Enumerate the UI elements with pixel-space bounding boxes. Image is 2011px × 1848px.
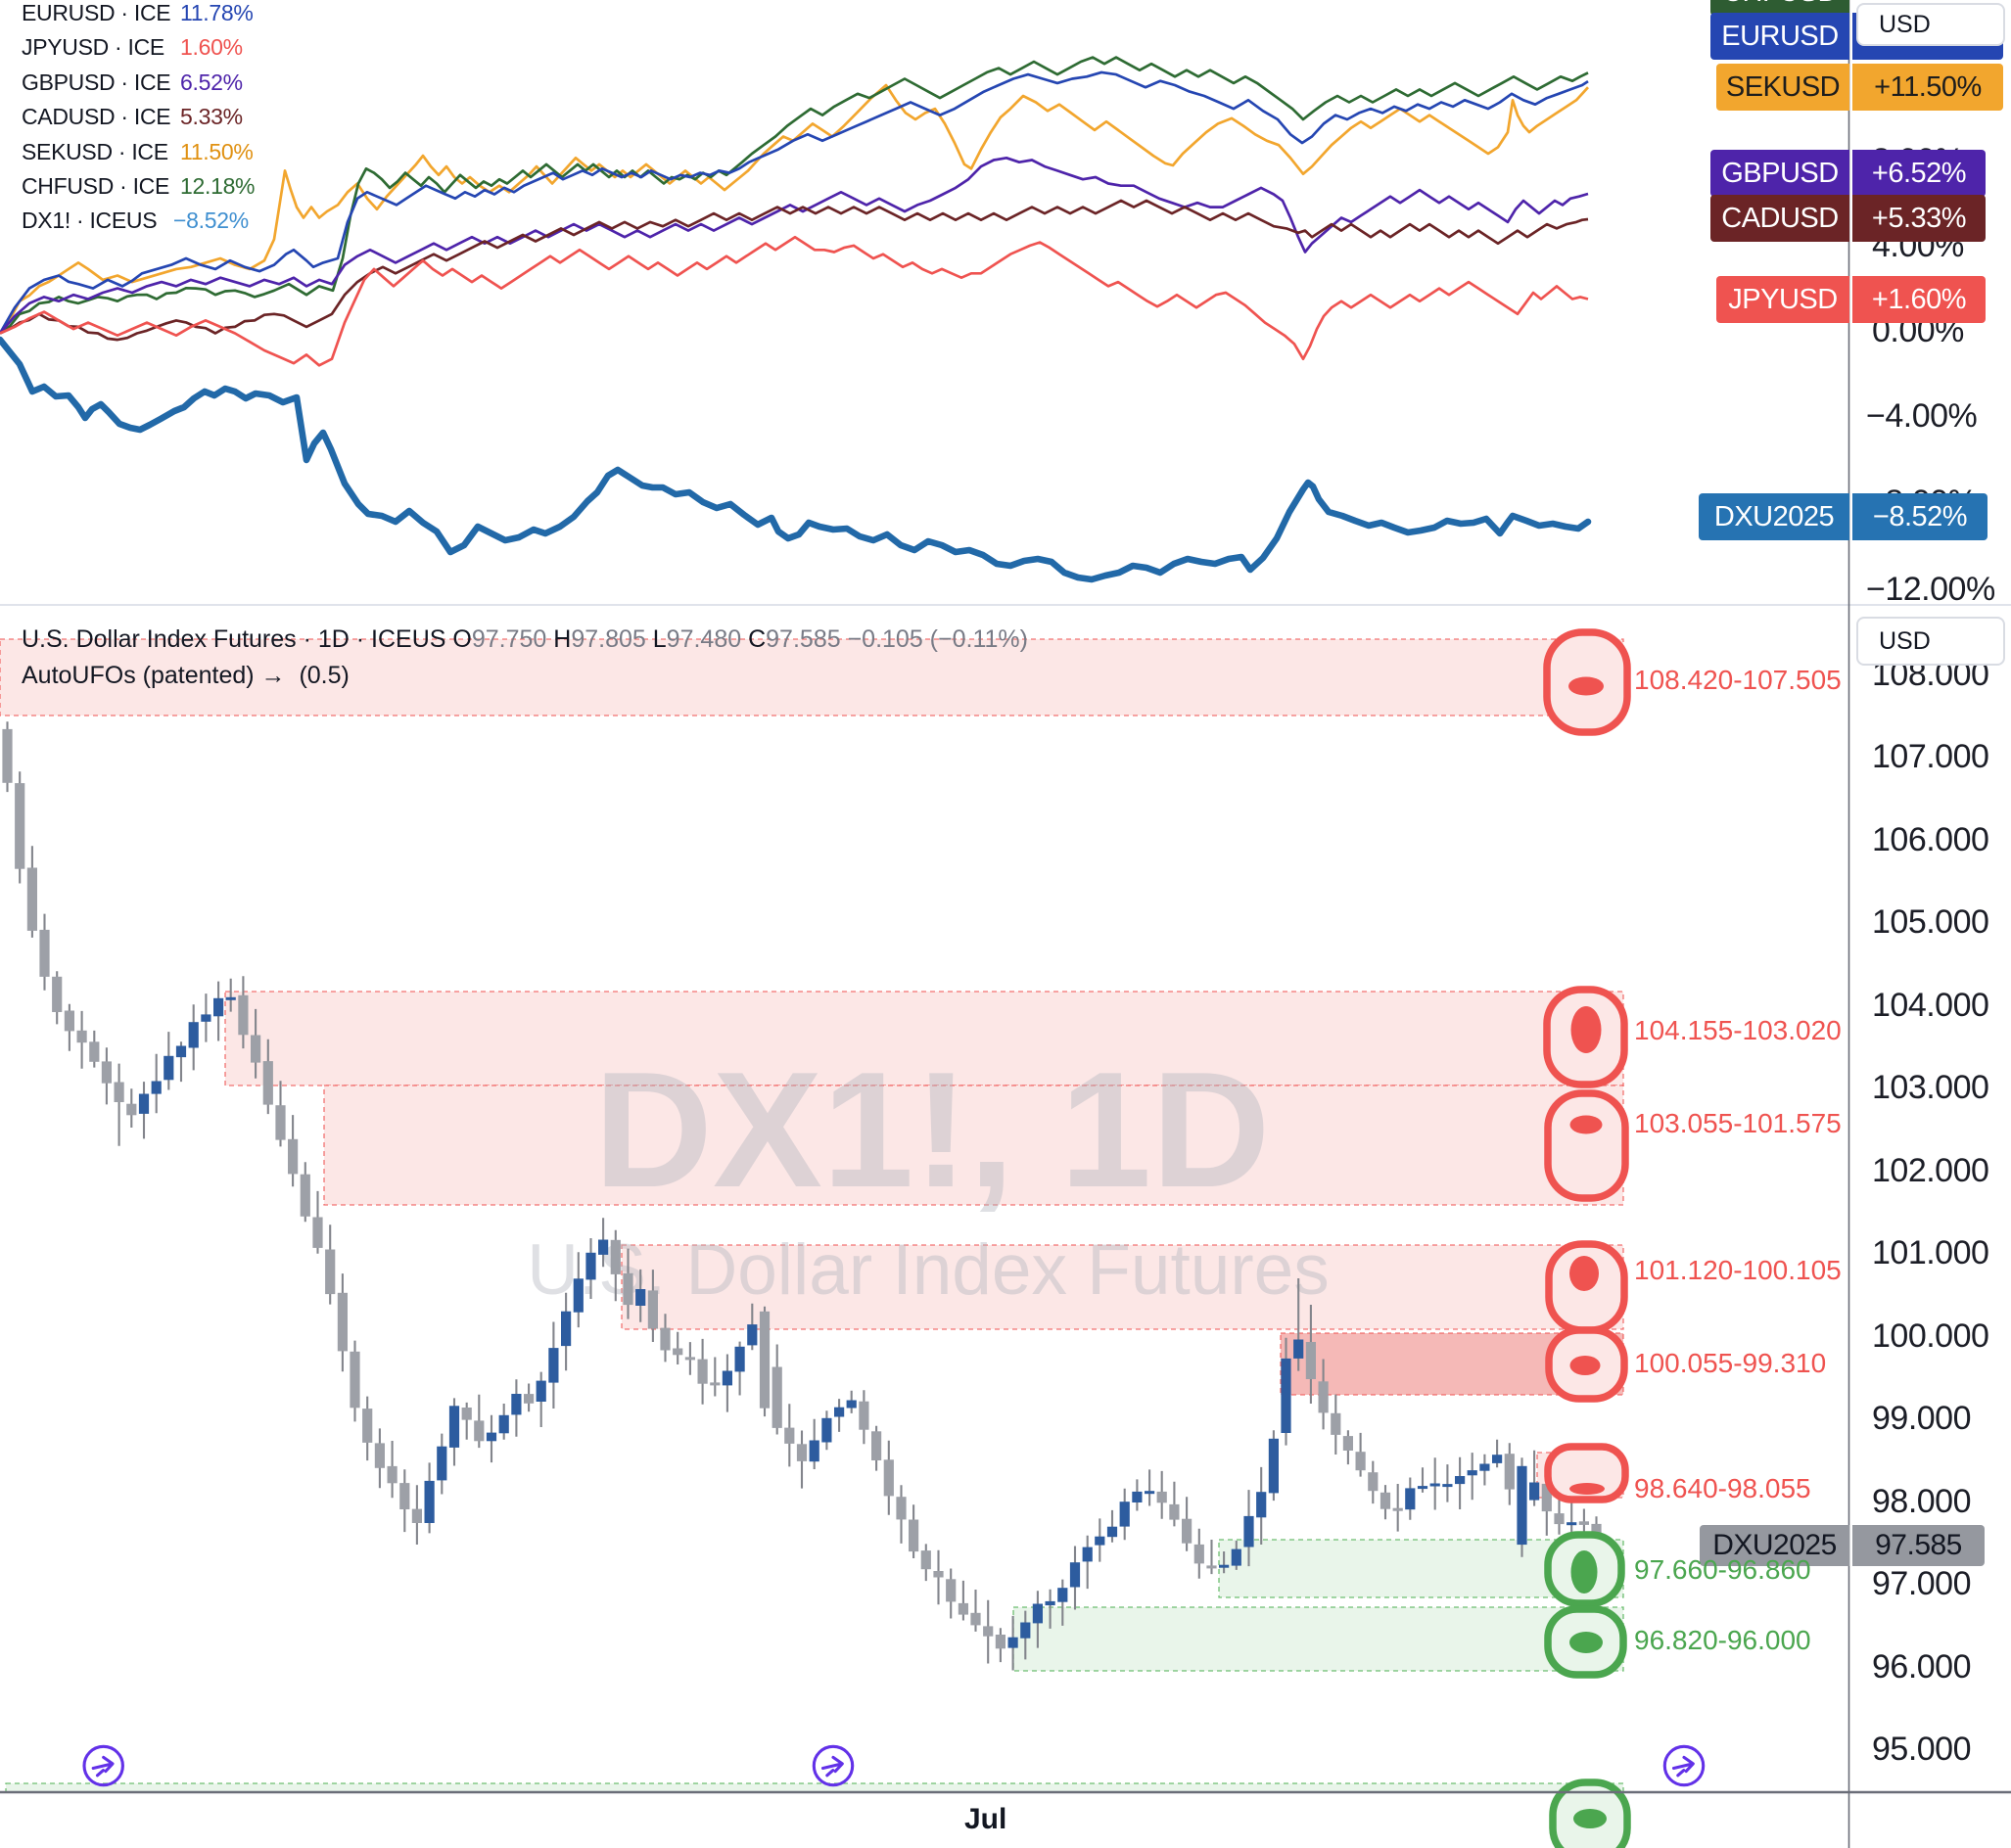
svg-text:DX1!, 1D: DX1!, 1D [594,1038,1271,1222]
svg-text:U.S. Dollar Index Futures: U.S. Dollar Index Futures [527,1230,1330,1310]
